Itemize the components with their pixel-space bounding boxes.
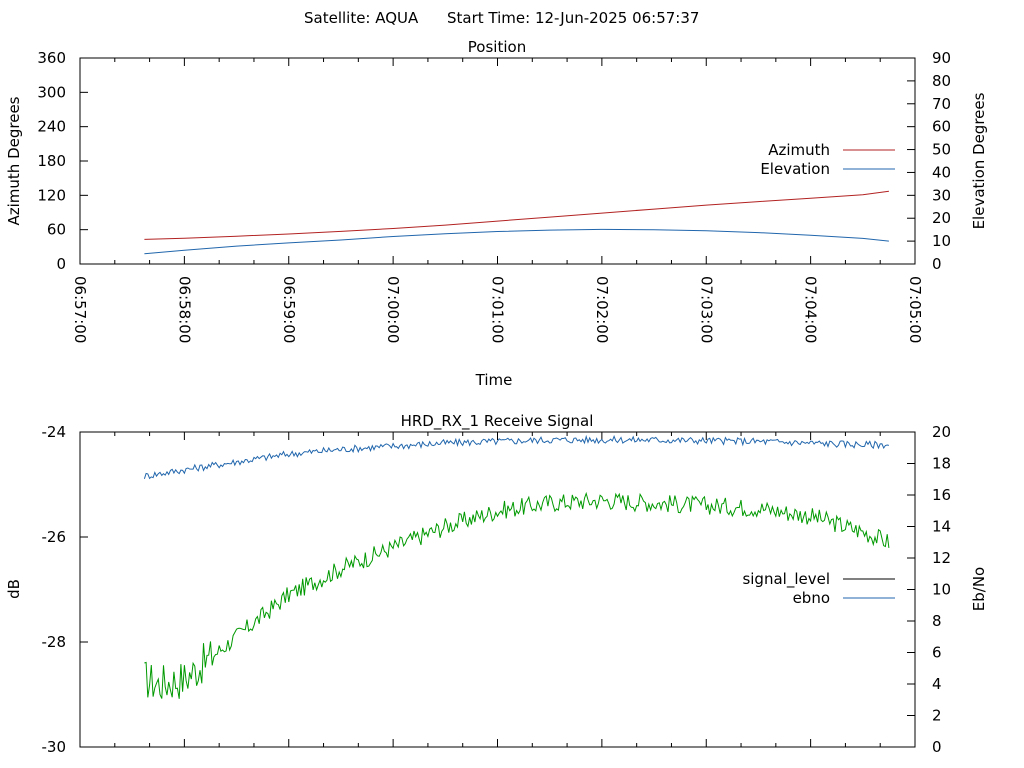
x-tick-label: 07:03:00 xyxy=(697,276,715,343)
y-tick-label: -28 xyxy=(42,633,67,651)
y2-tick-label: 20 xyxy=(932,209,951,227)
y2-tick-label: 18 xyxy=(932,455,951,473)
position-y2-axis-label: Elevation Degrees xyxy=(970,92,988,229)
y2-tick-label: 0 xyxy=(932,255,942,273)
position-chart: Position 06:57:00 06:58:00 06:59:00 07:00:0… xyxy=(5,38,988,389)
y2-tick-label: 70 xyxy=(932,95,951,113)
signal-plot-frame xyxy=(79,431,916,748)
signal-x-ticks xyxy=(79,432,916,747)
series-line-azimuth xyxy=(144,190,889,240)
position-series-lines xyxy=(144,190,889,255)
series-line-signal_level xyxy=(144,491,890,699)
position-y-ticks: 0 60 120 180 240 300 360 xyxy=(37,49,88,273)
position-y2-ticks: 0 10 20 30 40 50 60 70 80 90 xyxy=(907,49,951,273)
position-x-ticks: 06:57:00 06:58:00 06:59:00 07:00:00 07:01:00… xyxy=(71,58,924,343)
y-tick-label: 60 xyxy=(47,221,66,239)
signal-series-lines xyxy=(143,434,890,699)
y2-tick-label: 40 xyxy=(932,163,951,181)
y-tick-label: -24 xyxy=(42,423,67,441)
y2-tick-label: 16 xyxy=(932,486,951,504)
y2-tick-label: 30 xyxy=(932,186,951,204)
y-tick-label: 360 xyxy=(37,49,66,67)
x-tick-label: 07:02:00 xyxy=(593,276,611,343)
signal-y2-axis-label: Eb/No xyxy=(970,567,988,611)
y2-tick-label: 8 xyxy=(932,612,942,630)
y2-tick-label: 20 xyxy=(932,423,951,441)
y-tick-label: 180 xyxy=(37,152,66,170)
y-tick-label: 120 xyxy=(37,186,66,204)
x-tick-label: 06:58:00 xyxy=(175,276,193,343)
signal-chart-title: HRD_RX_1 Receive Signal xyxy=(401,412,594,431)
y-tick-label: -30 xyxy=(42,738,67,756)
signal-chart: HRD_RX_1 Receive Signal -30 -28 -26 -24 0 2 4… xyxy=(5,412,988,756)
signal-y-ticks: -30 -28 -26 -24 xyxy=(42,423,88,756)
y2-tick-label: 2 xyxy=(932,707,942,725)
y2-tick-label: 10 xyxy=(932,581,951,599)
y2-tick-label: 50 xyxy=(932,141,951,159)
y2-tick-label: 60 xyxy=(932,118,951,136)
signal-y2-ticks: 0 2 4 6 8 10 12 14 16 18 20 xyxy=(907,423,951,756)
y-tick-label: 300 xyxy=(37,83,66,101)
x-tick-label: 07:05:00 xyxy=(906,276,924,343)
y2-tick-label: 0 xyxy=(932,738,942,756)
header-satellite: Satellite: AQUA xyxy=(304,9,419,27)
x-tick-label: 07:04:00 xyxy=(802,276,820,343)
position-y-axis-label: Azimuth Degrees xyxy=(5,96,23,225)
y2-tick-label: 14 xyxy=(932,518,951,536)
y2-tick-label: 10 xyxy=(932,232,951,250)
y2-tick-label: 12 xyxy=(932,549,951,567)
y-tick-label: -26 xyxy=(42,528,67,546)
y-tick-label: 0 xyxy=(56,255,66,273)
signal-y-axis-label: dB xyxy=(5,579,23,599)
position-chart-title: Position xyxy=(468,38,526,56)
y-tick-label: 240 xyxy=(37,118,66,136)
legend-label: Elevation xyxy=(760,160,830,178)
y2-tick-label: 90 xyxy=(932,49,951,67)
header-start-time: Start Time: 12-Jun-2025 06:57:37 xyxy=(447,9,699,27)
x-tick-label: 06:57:00 xyxy=(71,276,89,343)
legend-label: signal_level xyxy=(742,570,830,589)
x-tick-label: 07:00:00 xyxy=(384,276,402,343)
x-tick-label: 06:59:00 xyxy=(280,276,298,343)
y2-tick-label: 80 xyxy=(932,72,951,90)
y2-tick-label: 6 xyxy=(932,644,942,662)
position-x-axis-label: Time xyxy=(475,371,513,389)
x-tick-label: 07:01:00 xyxy=(489,276,507,343)
series-line-ebno xyxy=(143,434,890,480)
legend-label: ebno xyxy=(793,589,830,607)
legend-label: Azimuth xyxy=(768,141,830,159)
series-line-elevation xyxy=(144,228,889,255)
y2-tick-label: 4 xyxy=(932,675,942,693)
